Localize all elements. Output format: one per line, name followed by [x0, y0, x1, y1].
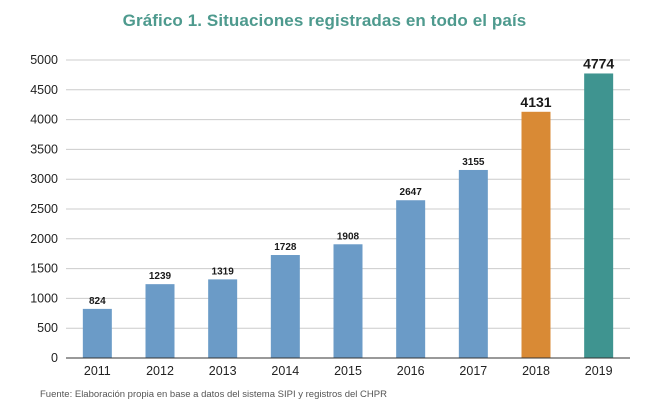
x-tick-label: 2018 — [522, 364, 550, 378]
y-tick-label: 0 — [51, 351, 58, 365]
x-tick-label: 2013 — [209, 364, 237, 378]
bar-2013 — [208, 279, 238, 358]
bar-2014 — [270, 255, 300, 358]
data-label-2013: 1319 — [212, 266, 235, 277]
bar-2015 — [333, 244, 363, 358]
source-note: Fuente: Elaboración propia en base a dat… — [40, 389, 387, 400]
data-label-2018: 4131 — [520, 94, 551, 110]
bar-2019 — [584, 73, 614, 358]
x-tick-label: 2015 — [334, 364, 362, 378]
y-tick-label: 2000 — [30, 232, 58, 246]
y-tick-label: 3500 — [30, 142, 58, 156]
y-tick-label: 500 — [37, 321, 58, 335]
y-tick-label: 3000 — [30, 172, 58, 186]
y-tick-label: 2500 — [30, 202, 58, 216]
bar-2017 — [458, 169, 488, 358]
chart-title: Gráfico 1. Situaciones registradas en to… — [122, 11, 527, 30]
data-label-2014: 1728 — [274, 242, 297, 253]
x-tick-label: 2014 — [271, 364, 299, 378]
y-tick-label: 5000 — [30, 53, 58, 67]
data-label-2015: 1908 — [337, 231, 360, 242]
data-label-2017: 3155 — [462, 157, 485, 168]
bar-2011 — [82, 308, 112, 358]
x-tick-label: 2012 — [146, 364, 174, 378]
x-tick-label: 2017 — [459, 364, 487, 378]
y-tick-label: 4000 — [30, 113, 58, 127]
bar-2012 — [145, 284, 175, 358]
data-label-2011: 824 — [89, 296, 106, 307]
bar-2016 — [396, 200, 426, 358]
y-tick-label: 1500 — [30, 262, 58, 276]
x-tick-label: 2019 — [585, 364, 613, 378]
x-tick-label: 2016 — [397, 364, 425, 378]
data-label-2019: 4774 — [583, 55, 614, 71]
y-tick-label: 1000 — [30, 291, 58, 305]
y-tick-label: 4500 — [30, 83, 58, 97]
x-tick-label: 2011 — [84, 364, 111, 378]
bar-2018 — [521, 111, 551, 359]
data-label-2012: 1239 — [149, 271, 172, 282]
data-label-2016: 2647 — [400, 187, 423, 198]
